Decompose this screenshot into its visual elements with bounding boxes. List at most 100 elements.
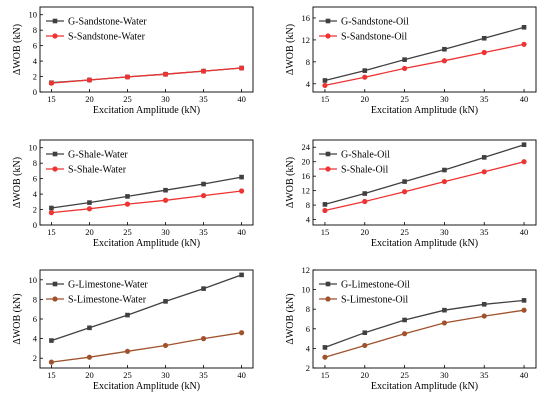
data-point: [362, 74, 368, 80]
plot-frame: [39, 6, 254, 93]
data-point: [86, 206, 93, 212]
x-tick-label: 25: [400, 94, 409, 104]
legend-label: S-Sandstone-Water: [68, 32, 146, 43]
y-tick-label: 16: [302, 171, 311, 181]
data-point: [442, 167, 447, 173]
data-point: [362, 198, 368, 205]
data-point: [322, 354, 328, 360]
y-tick-label: 6: [306, 324, 310, 334]
x-tick-label: 40: [520, 227, 529, 237]
y-tick-label: 16: [302, 13, 311, 23]
y-tick-label: 2: [33, 205, 37, 215]
data-point: [402, 317, 407, 323]
chart-panel-6: 15 20 25 30 35 40 2 4 6 8 10 12 Excitation Amplitude…: [285, 265, 537, 392]
data-point: [125, 312, 130, 318]
x-tick-label: 30: [161, 227, 170, 237]
data-point: [124, 348, 131, 354]
data-point: [238, 330, 245, 336]
x-tick-label: 30: [161, 94, 170, 104]
legend-marker: [52, 33, 58, 39]
y-tick-label: 4: [33, 189, 38, 199]
data-point: [481, 49, 487, 56]
y-tick-label: 10: [29, 275, 38, 285]
x-tick-label: 25: [123, 370, 132, 380]
x-tick-label: 20: [361, 227, 370, 237]
data-point: [322, 82, 328, 89]
x-tick-label: 25: [400, 370, 409, 380]
x-tick-label: 30: [440, 370, 449, 380]
x-tick-label: 40: [520, 94, 529, 104]
y-tick-label: 12: [302, 35, 311, 45]
data-point: [162, 197, 169, 203]
y-tick-label: 20: [302, 157, 311, 167]
data-point: [401, 189, 408, 195]
y-tick-label: 0: [33, 220, 37, 230]
x-tick-label: 15: [321, 370, 330, 380]
x-axis-title: Excitation Amplitude (kN): [93, 381, 200, 392]
data-point: [124, 201, 131, 207]
y-tick-label: 10: [29, 143, 38, 153]
data-point: [402, 57, 407, 62]
series-line-1: [324, 26, 525, 82]
data-point: [201, 181, 206, 187]
data-point: [521, 24, 527, 30]
x-tick-label: 25: [123, 227, 132, 237]
data-point: [86, 77, 93, 83]
data-point: [442, 307, 447, 313]
x-tick-label: 35: [199, 94, 208, 104]
legend-marker: [52, 281, 58, 287]
data-point: [48, 210, 55, 216]
data-point: [163, 187, 168, 193]
legend-marker: [52, 166, 58, 172]
y-tick-label: 4: [306, 215, 311, 225]
x-tick-label: 30: [440, 227, 449, 237]
x-tick-label: 25: [123, 94, 132, 104]
x-tick-label: 15: [321, 227, 330, 237]
x-tick-label: 35: [480, 370, 489, 380]
series-line-1: [51, 274, 242, 342]
x-axis-title: Excitation Amplitude (kN): [93, 105, 200, 116]
y-tick-label: 8: [306, 57, 310, 67]
data-point: [200, 68, 207, 74]
y-axis-title: ΔWOB (kN): [12, 24, 23, 75]
data-point: [521, 159, 527, 165]
x-tick-label: 15: [47, 227, 56, 237]
x-tick-label: 20: [361, 94, 370, 104]
y-tick-label: 8: [306, 200, 310, 210]
data-point: [481, 169, 487, 175]
series-line-2: [324, 43, 525, 87]
data-point: [442, 46, 447, 52]
data-point: [239, 174, 244, 180]
y-tick-label: 2: [33, 72, 37, 82]
data-point: [481, 313, 487, 319]
y-tick-label: 4: [33, 56, 38, 66]
x-tick-label: 15: [47, 94, 56, 104]
data-point: [441, 178, 448, 185]
data-point: [362, 68, 368, 73]
x-tick-label: 30: [161, 370, 170, 380]
data-point: [48, 80, 55, 86]
x-axis-title: Excitation Amplitude (kN): [371, 238, 478, 249]
y-tick-label: 8: [33, 294, 37, 304]
data-point: [239, 272, 244, 278]
series-line-2: [324, 309, 525, 358]
y-axis-title: ΔWOB (kN): [12, 157, 23, 208]
series-line-2: [51, 190, 242, 214]
chart-panel-1: 15 20 25 30 35 40 0 2 4 6 8 10 Excitation Amplitude …: [12, 6, 254, 116]
series-line-2: [324, 161, 525, 212]
x-tick-label: 40: [520, 370, 529, 380]
legend-label: G-Sandstone-Oil: [341, 17, 409, 28]
data-point: [521, 142, 527, 148]
x-tick-label: 35: [480, 94, 489, 104]
data-point: [200, 193, 207, 199]
legend-marker: [325, 166, 331, 172]
y-tick-label: 6: [33, 314, 37, 324]
legend-label: S-Sandstone-Oil: [341, 32, 407, 43]
series-line-1: [324, 144, 525, 206]
y-tick-label: 4: [33, 334, 38, 344]
chart-panel-5: 15 20 25 30 35 40 2 4 6 8 10 Excitation Amplitude (…: [12, 269, 254, 392]
x-tick-label: 35: [199, 227, 208, 237]
x-tick-label: 15: [47, 370, 56, 380]
y-tick-label: 12: [302, 186, 311, 196]
chart-panel-2: 15 20 25 30 35 40 4 8 12 16 Excitation Amplitude (…: [285, 6, 537, 116]
